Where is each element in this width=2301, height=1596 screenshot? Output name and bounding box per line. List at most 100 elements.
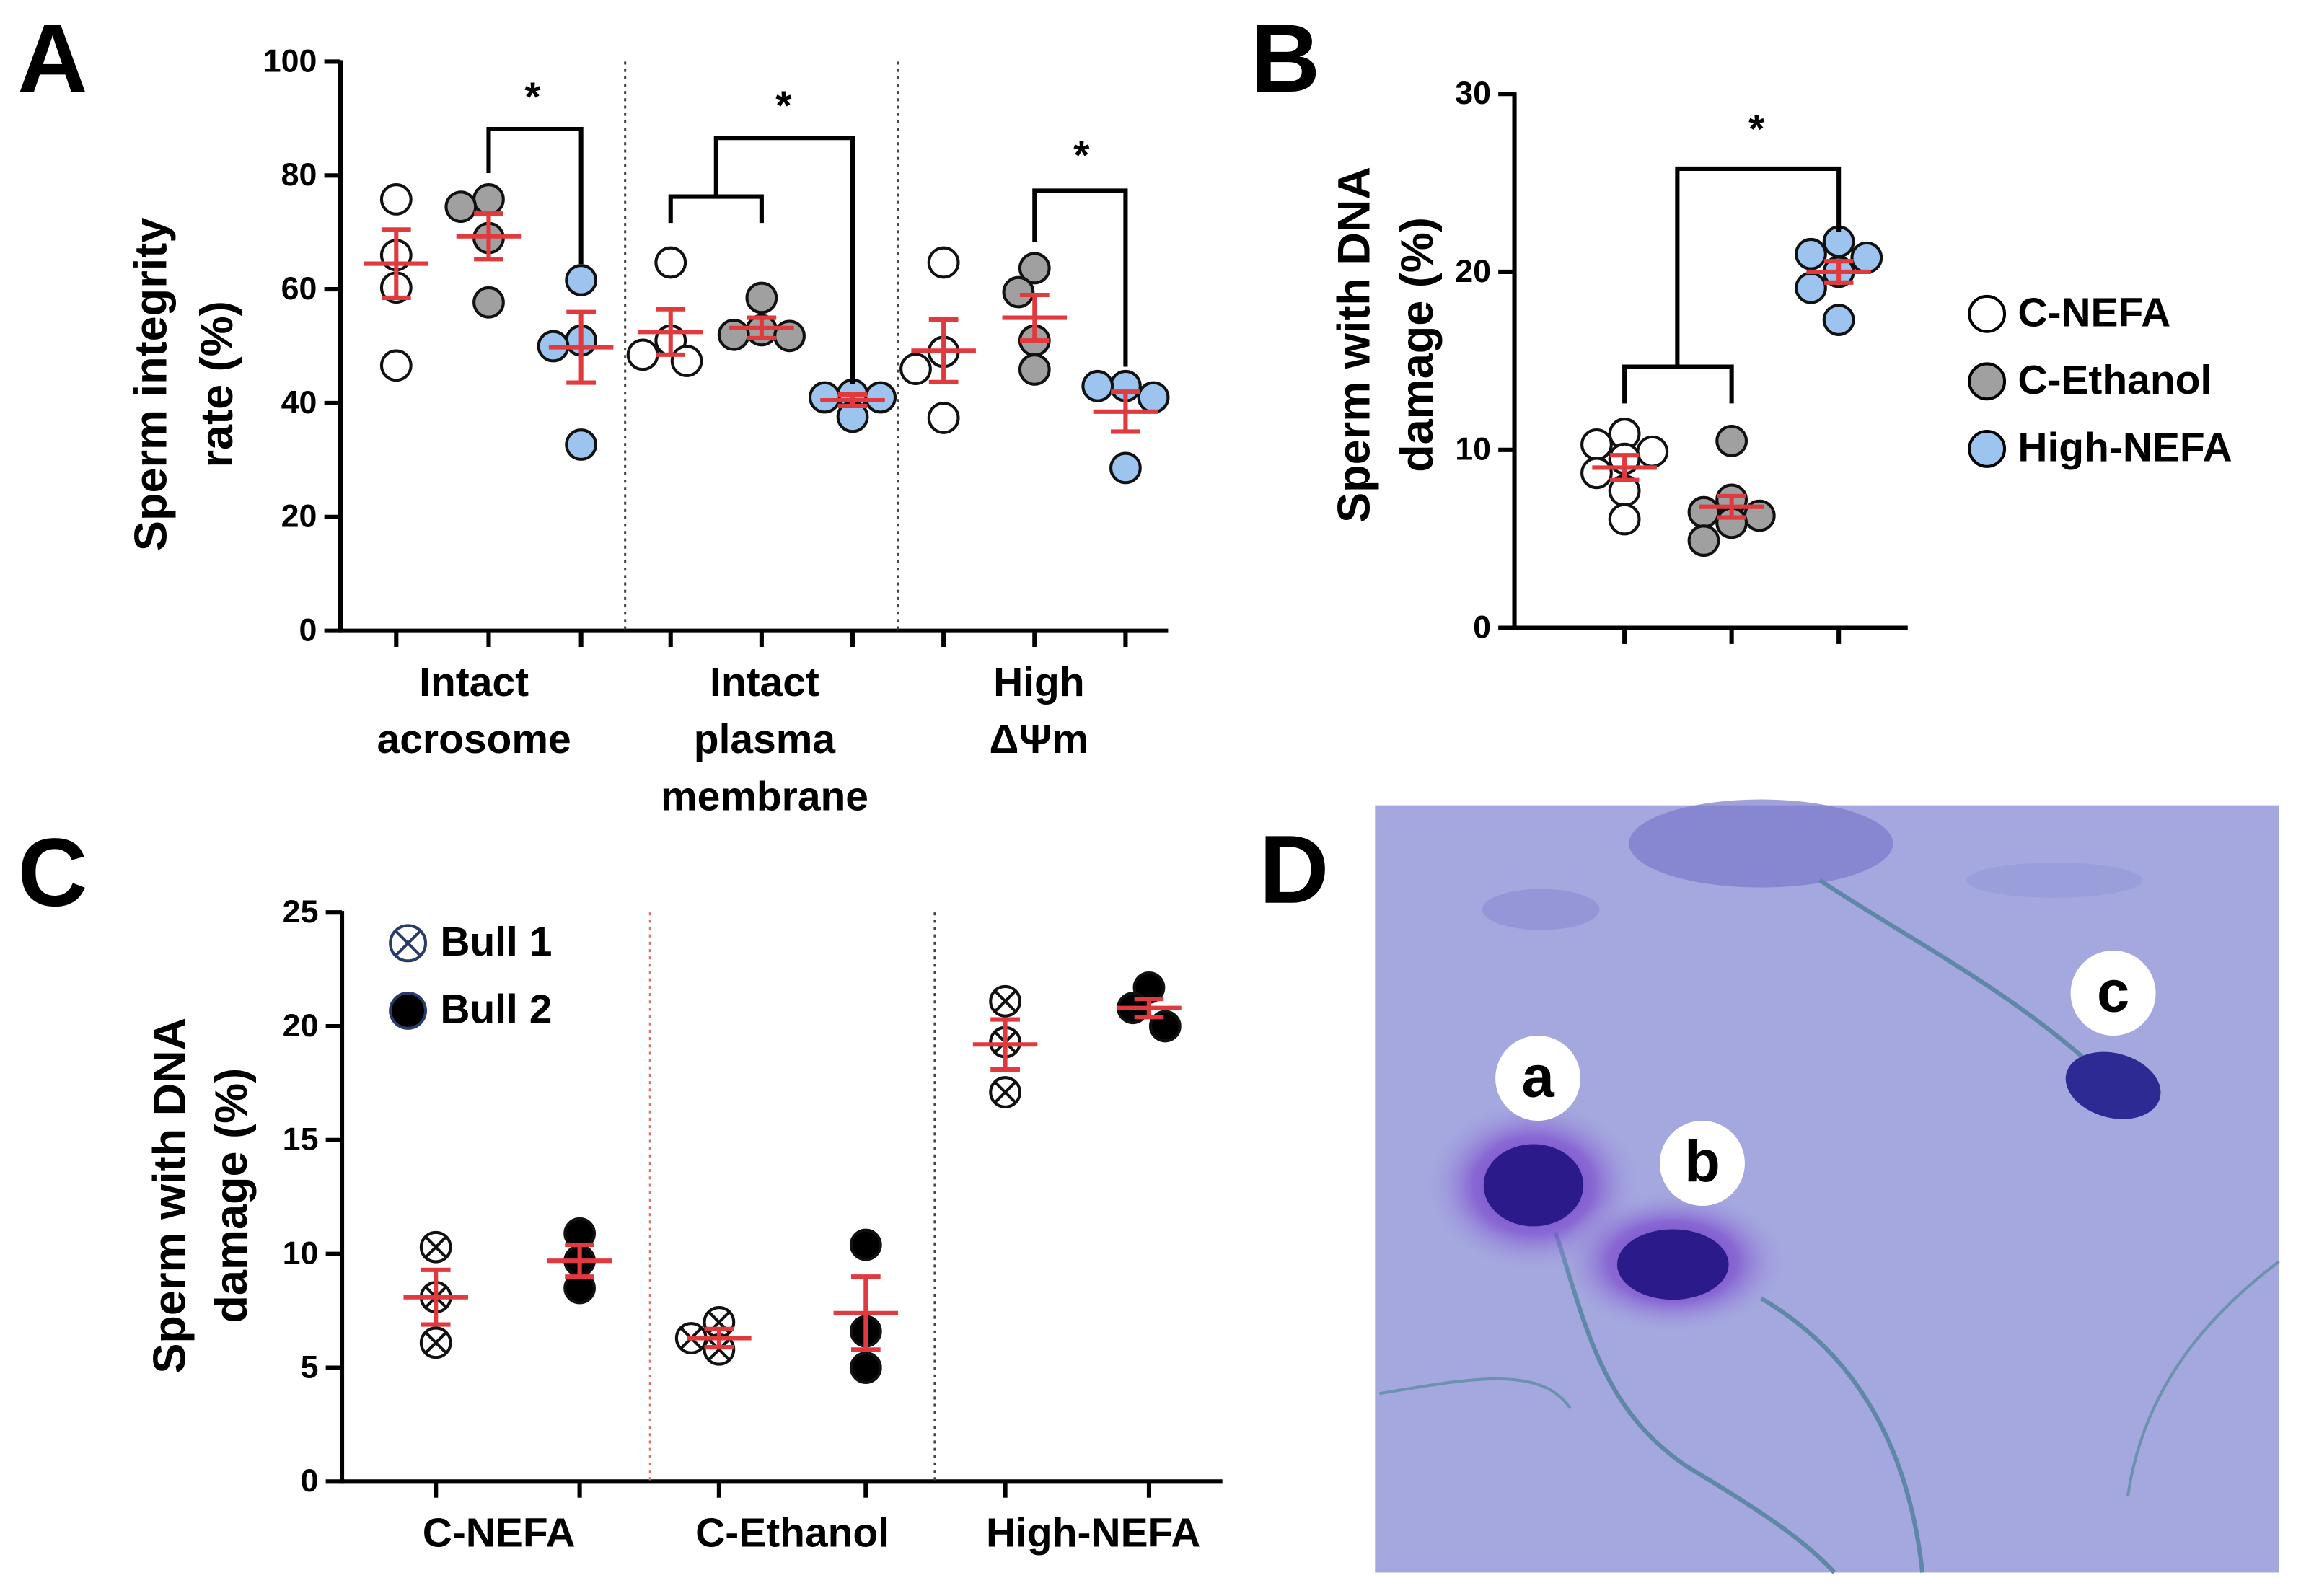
marker-cross: [994, 1081, 1016, 1103]
data-point: [717, 318, 750, 351]
data-point: [1018, 252, 1051, 285]
data-point: [1795, 237, 1827, 270]
stain-patch: [1482, 889, 1600, 930]
y-tick-label: 100: [263, 43, 317, 79]
significance-bracket: [1622, 364, 1734, 404]
micrograph-label: b: [1684, 1129, 1720, 1195]
x-tick-label: High-NEFA: [986, 1510, 1200, 1556]
label-badge: [1659, 1120, 1745, 1206]
panel-letter: A: [17, 4, 87, 113]
y-axis-title: damage (%): [206, 1068, 257, 1323]
sperm-tail: [1379, 1377, 1572, 1409]
y-tick-label: 60: [281, 270, 317, 307]
micrograph: a b c: [1375, 799, 2280, 1574]
micrograph-label: a: [1521, 1044, 1554, 1110]
marker-cross: [994, 989, 1016, 1013]
data-point: [1636, 435, 1669, 468]
y-tick-label: 30: [1455, 75, 1491, 111]
data-point: [565, 428, 598, 461]
significance-bracket: [713, 136, 855, 384]
significance-label: *: [1748, 106, 1765, 152]
sperm-tail: [2126, 1260, 2280, 1496]
significance-label: *: [775, 83, 792, 129]
y-tick-label: 10: [283, 1235, 319, 1271]
data-point: [1081, 369, 1114, 402]
legend-label: High-NEFA: [2018, 424, 2232, 470]
y-axis-title: rate (%): [192, 301, 242, 467]
y-tick-label: 20: [283, 1008, 319, 1044]
x-tick-label: acrosome: [377, 716, 571, 762]
legend-marker: [1968, 429, 2007, 468]
panel-letter: B: [1250, 4, 1320, 113]
x-tick-label: C-Ethanol: [695, 1510, 889, 1556]
y-tick-label: 15: [283, 1121, 319, 1158]
legend-label: Bull 2: [440, 987, 552, 1033]
data-point: [1715, 425, 1748, 457]
legend-marker: [1968, 362, 2007, 401]
sperm-tail: [1759, 1296, 1925, 1573]
sperm-head: [1483, 1144, 1584, 1227]
label-badge: [1495, 1036, 1581, 1121]
y-tick-label: 80: [281, 156, 317, 193]
data-point: [1850, 241, 1883, 274]
x-tick-label: High: [993, 659, 1085, 705]
data-point: [1687, 524, 1720, 557]
data-point: [626, 338, 659, 371]
data-point: [1580, 428, 1613, 461]
data-point: [444, 190, 478, 224]
data-point: [849, 1352, 882, 1384]
panel-letter: C: [17, 819, 87, 927]
data-point: [472, 183, 505, 216]
data-point: [849, 1228, 882, 1261]
marker-cross: [395, 930, 421, 956]
x-tick-label: ΔΨm: [990, 716, 1089, 762]
marker-cross: [424, 1235, 447, 1258]
data-point: [745, 281, 778, 314]
sperm-tail: [1818, 878, 2115, 1088]
significance-bracket: [1675, 166, 1842, 367]
legend-marker: [389, 991, 428, 1030]
stain-patch: [1629, 799, 1893, 888]
data-point: [565, 264, 598, 296]
significance-bracket: [1032, 188, 1128, 367]
micrograph-label: c: [2097, 959, 2129, 1025]
x-tick-label: C-NEFA: [423, 1510, 576, 1556]
legend-marker: [1968, 294, 2007, 333]
x-tick-label: Intact: [710, 659, 819, 705]
sperm-head: [1616, 1229, 1729, 1300]
stain-patch: [1966, 862, 2143, 898]
y-tick-label: 20: [1455, 253, 1491, 289]
data-point: [1608, 503, 1641, 536]
y-axis-title: Sperm with DNA: [145, 1018, 195, 1374]
data-point: [1002, 275, 1035, 309]
x-tick-label: membrane: [661, 774, 868, 820]
data-point: [379, 349, 413, 382]
data-point: [1580, 457, 1613, 490]
data-point: [1137, 381, 1170, 414]
data-point: [808, 381, 841, 414]
y-tick-label: 5: [301, 1349, 319, 1385]
data-point: [864, 381, 897, 414]
data-point: [927, 402, 960, 434]
legend-label: C-Ethanol: [2018, 357, 2212, 403]
y-tick-label: 10: [1455, 431, 1491, 467]
data-point: [1795, 271, 1827, 304]
y-axis-title: Sperm with DNA: [1329, 167, 1380, 523]
data-point: [927, 246, 960, 279]
marker-cross: [708, 1338, 731, 1361]
y-tick-label: 0: [1473, 609, 1491, 645]
data-point: [1687, 495, 1720, 529]
y-tick-label: 20: [281, 498, 317, 534]
y-tick-label: 0: [301, 1463, 319, 1499]
y-tick-label: 0: [299, 612, 317, 648]
x-tick-label: plasma: [694, 716, 837, 762]
panel-letter: D: [1259, 816, 1329, 924]
y-axis-title: damage (%): [1392, 217, 1443, 472]
significance-bracket: [486, 126, 584, 265]
significance-label: *: [1073, 133, 1090, 179]
significance-label: *: [524, 74, 541, 120]
significance-bracket: [668, 194, 764, 224]
data-point: [379, 183, 413, 216]
data-point: [670, 345, 703, 377]
